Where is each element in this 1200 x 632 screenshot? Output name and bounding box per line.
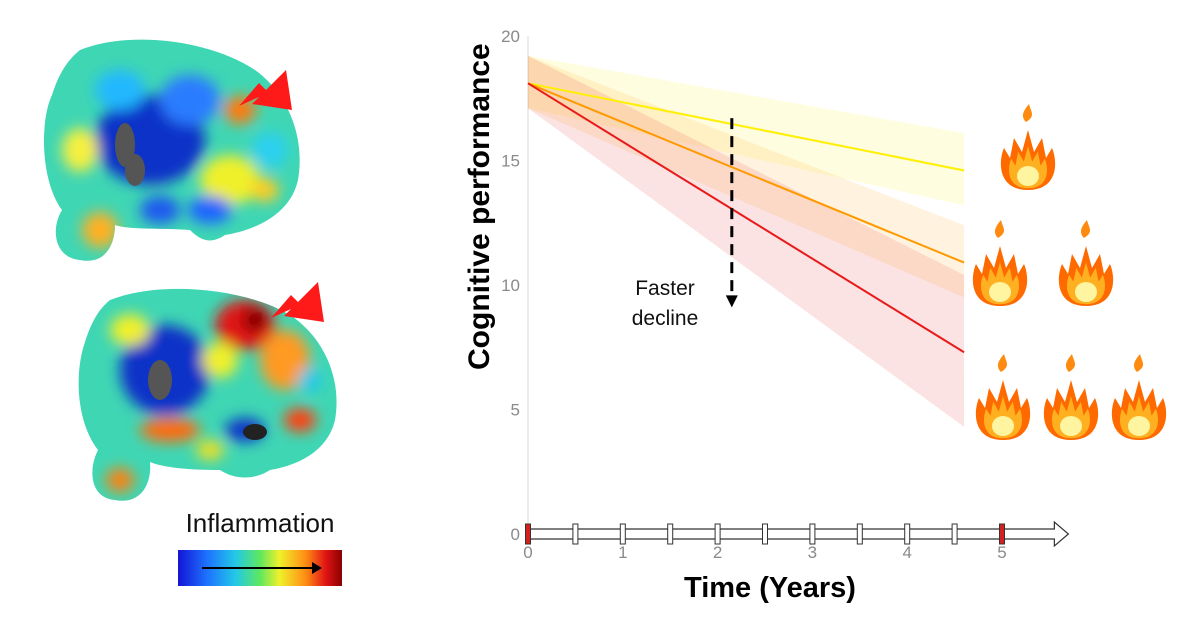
- flame-group-3: [975, 354, 1167, 440]
- flame-icon: [1000, 104, 1056, 190]
- x-tick-label: 0: [523, 543, 532, 562]
- confidence-band-1: [528, 55, 965, 206]
- colorbar-label: Inflammation: [185, 508, 335, 538]
- x-tick-label: 1: [618, 543, 627, 562]
- y-tick-label: 10: [501, 276, 520, 295]
- annotation-line-2: decline: [631, 307, 699, 330]
- y-axis-label: Cognitive performance: [463, 43, 496, 370]
- x-tick-label: 2: [713, 543, 722, 562]
- annotation-line-1: Faster: [635, 277, 695, 300]
- annotation-text: Faster decline: [610, 274, 720, 334]
- y-tick-label: 15: [501, 152, 520, 171]
- timeline-tick: [525, 523, 531, 545]
- flame-group-1: [1000, 104, 1056, 190]
- timeline-tick: [904, 523, 911, 545]
- series-line-2: [527, 82, 965, 264]
- timeline-tick: [667, 523, 674, 545]
- timeline-bar: [527, 520, 1070, 548]
- timeline-tick: [762, 523, 768, 545]
- timeline-tick: [714, 523, 721, 545]
- timeline-tick: [999, 523, 1005, 545]
- arrow-icon: [239, 70, 292, 110]
- y-tick-label: 20: [501, 27, 520, 46]
- timeline-tick: [809, 523, 816, 545]
- brain-scan-high-inflammation: [78, 282, 337, 501]
- x-tick-label: 3: [808, 543, 817, 562]
- inflammation-colorbar: [178, 550, 342, 586]
- decline-arrowhead: [725, 295, 738, 308]
- flame-icon: [1111, 354, 1167, 440]
- brain-scan-low-inflammation: [43, 39, 300, 261]
- arrow-icon: [202, 562, 322, 574]
- confidence-band-2: [528, 55, 965, 298]
- flame-icon: [972, 220, 1028, 306]
- timeline-tick: [951, 523, 958, 545]
- timeline-tick: [619, 523, 626, 545]
- series-line-3: [527, 82, 965, 354]
- series-line-1: [527, 82, 965, 172]
- timeline-tick: [856, 523, 863, 545]
- y-tick-label: 5: [511, 401, 520, 420]
- flame-icon: [1043, 354, 1099, 440]
- timeline-tick: [572, 523, 579, 545]
- y-tick-label: 0: [511, 525, 520, 544]
- flame-icon: [975, 354, 1031, 440]
- confidence-band-3: [528, 55, 965, 427]
- flame-group-2: [972, 220, 1114, 306]
- x-axis-label: Time (Years): [684, 572, 856, 604]
- arrow-icon: [271, 282, 324, 322]
- x-tick-label: 4: [902, 543, 911, 562]
- flame-icon: [1058, 220, 1114, 306]
- x-tick-label: 5: [997, 543, 1006, 562]
